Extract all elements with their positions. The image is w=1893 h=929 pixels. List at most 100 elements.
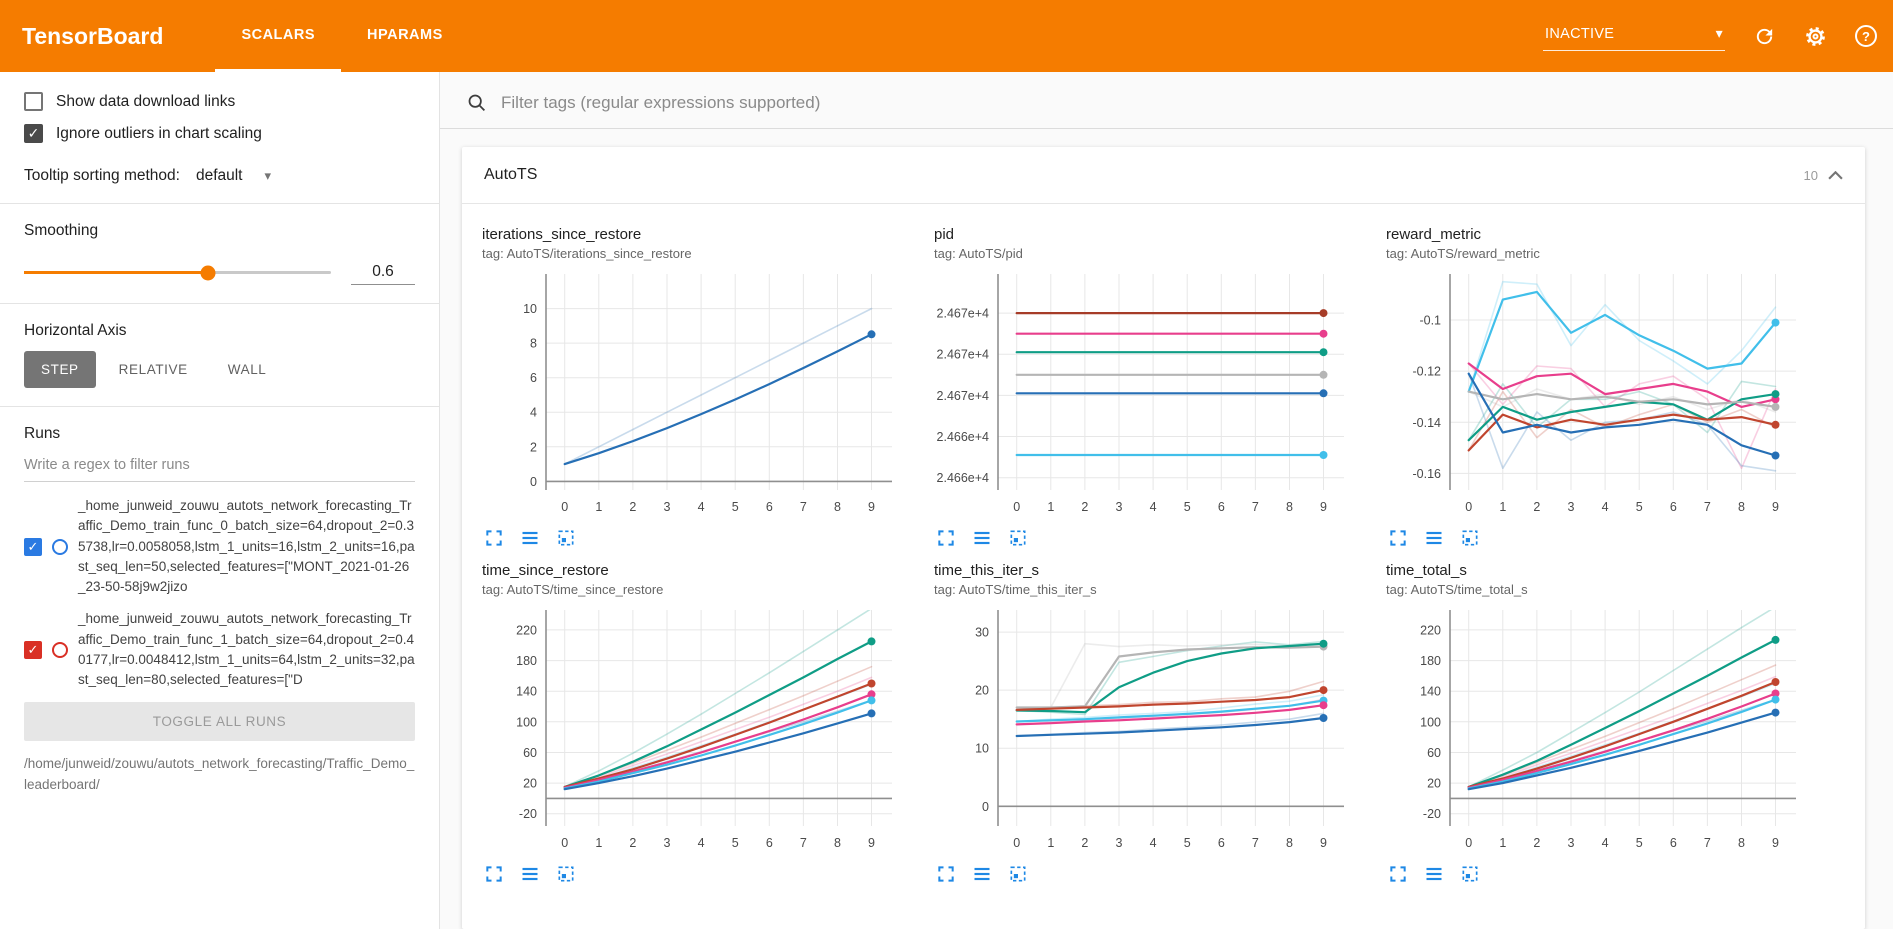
svg-text:220: 220 <box>516 623 537 637</box>
expand-chart-icon[interactable] <box>1388 864 1408 884</box>
divider <box>0 406 439 407</box>
svg-text:3: 3 <box>664 500 671 514</box>
run-radio[interactable] <box>52 641 68 658</box>
toggle-all-runs-button[interactable]: TOGGLE ALL RUNS <box>24 702 415 742</box>
chart-actions <box>1386 523 1816 548</box>
fit-domain-icon[interactable] <box>1460 528 1480 548</box>
help-icon[interactable]: ? <box>1855 25 1877 47</box>
gear-icon[interactable] <box>1804 25 1827 48</box>
section-title: AutoTS <box>484 166 538 183</box>
svg-text:2: 2 <box>629 500 636 514</box>
svg-text:2: 2 <box>1533 500 1540 514</box>
tab-hparams[interactable]: HPARAMS <box>367 26 443 43</box>
refresh-icon[interactable] <box>1753 25 1776 48</box>
fit-domain-icon[interactable] <box>1008 864 1028 884</box>
svg-text:8: 8 <box>530 337 537 351</box>
svg-text:3: 3 <box>1116 836 1123 850</box>
svg-text:4: 4 <box>530 406 537 420</box>
chart-plot[interactable]: 0 1 2 3 4 5 6 7 8 9 220 180 140 100 60 20 -20 <box>1386 602 1810 854</box>
chart-plot[interactable]: 0 1 2 3 4 5 6 7 8 9 30 20 10 0 <box>934 602 1358 854</box>
chart-title: reward_metric <box>1386 226 1482 243</box>
menu-icon[interactable] <box>1424 528 1444 548</box>
smoothing-slider-knob[interactable] <box>200 265 216 280</box>
svg-text:2: 2 <box>629 836 636 850</box>
svg-text:7: 7 <box>800 836 807 850</box>
chart-plot[interactable]: 0 1 2 3 4 5 6 7 8 9 2.467e+4 2.467e+4 2.467e+4 2.466e… <box>934 266 1358 518</box>
svg-text:7: 7 <box>800 500 807 514</box>
app-header: TensorBoard SCALARS HPARAMS INACTIVE ? <box>0 0 1893 72</box>
svg-text:6: 6 <box>1218 500 1225 514</box>
tab-scalars[interactable]: SCALARS <box>215 0 342 72</box>
axis-relative-button[interactable]: RELATIVE <box>102 351 205 388</box>
run-radio[interactable] <box>52 538 68 555</box>
svg-text:20: 20 <box>523 777 537 791</box>
fit-domain-icon[interactable] <box>556 528 576 548</box>
axis-wall-button[interactable]: WALL <box>211 351 284 388</box>
svg-text:60: 60 <box>523 746 537 760</box>
menu-icon[interactable] <box>1424 864 1444 884</box>
tooltip-sorting-label: Tooltip sorting method: <box>24 167 180 184</box>
svg-text:0: 0 <box>561 836 568 850</box>
tag-filter-input[interactable] <box>501 92 1865 113</box>
svg-text:8: 8 <box>1738 836 1745 850</box>
svg-text:100: 100 <box>1420 715 1441 729</box>
expand-chart-icon[interactable] <box>936 864 956 884</box>
checkbox-unchecked-icon <box>24 92 43 111</box>
checkbox-label: Ignore outliers in chart scaling <box>56 124 262 142</box>
svg-text:100: 100 <box>516 715 537 729</box>
runs-list: _home_junweid_zouwu_autots_network_forec… <box>24 496 415 690</box>
divider <box>0 203 439 204</box>
ignore-outliers-checkbox[interactable]: Ignore outliers in chart scaling <box>24 124 415 143</box>
runs-label: Runs <box>24 425 61 442</box>
chart-plot[interactable]: 0 1 2 3 4 5 6 7 8 9 0 2 4 6 8 10 <box>482 266 906 518</box>
chart-actions <box>1386 859 1816 884</box>
svg-text:0: 0 <box>1013 500 1020 514</box>
svg-text:220: 220 <box>1420 623 1441 637</box>
svg-text:9: 9 <box>1320 836 1327 850</box>
status-dropdown[interactable]: INACTIVE <box>1543 21 1725 51</box>
smoothing-value-input[interactable] <box>351 260 415 285</box>
fit-domain-icon[interactable] <box>1008 528 1028 548</box>
expand-chart-icon[interactable] <box>484 864 504 884</box>
svg-text:4: 4 <box>1602 836 1609 850</box>
chart-title: time_total_s <box>1386 562 1467 579</box>
run-checkbox[interactable] <box>24 537 42 556</box>
svg-text:2.467e+4: 2.467e+4 <box>937 348 990 362</box>
chart-plot[interactable]: 0 1 2 3 4 5 6 7 8 9 -0.1 -0.12 -0.14 -0.16 <box>1386 266 1810 518</box>
tooltip-sorting-dropdown[interactable]: default <box>196 167 271 185</box>
run-label[interactable]: _home_junweid_zouwu_autots_network_forec… <box>78 611 415 687</box>
menu-icon[interactable] <box>972 528 992 548</box>
chart-tag: tag: AutoTS/time_since_restore <box>482 582 664 597</box>
svg-text:3: 3 <box>1568 836 1575 850</box>
fit-domain-icon[interactable] <box>556 864 576 884</box>
expand-chart-icon[interactable] <box>1388 528 1408 548</box>
run-checkbox[interactable] <box>24 640 42 659</box>
svg-text:5: 5 <box>732 836 739 850</box>
show-download-links-checkbox[interactable]: Show data download links <box>24 92 415 111</box>
chevron-down-icon <box>1716 25 1723 42</box>
menu-icon[interactable] <box>520 864 540 884</box>
expand-chart-icon[interactable] <box>936 528 956 548</box>
chevron-down-icon <box>265 167 272 185</box>
smoothing-slider-fill <box>24 271 209 274</box>
svg-text:7: 7 <box>1704 836 1711 850</box>
header-actions: INACTIVE ? <box>1543 0 1877 72</box>
svg-text:6: 6 <box>766 836 773 850</box>
svg-text:0: 0 <box>1465 500 1472 514</box>
chart-plot[interactable]: 0 1 2 3 4 5 6 7 8 9 220 180 140 100 60 20 -20 <box>482 602 906 854</box>
menu-icon[interactable] <box>520 528 540 548</box>
svg-text:0: 0 <box>561 500 568 514</box>
axis-step-button[interactable]: STEP <box>24 351 96 388</box>
run-label[interactable]: _home_junweid_zouwu_autots_network_forec… <box>78 498 415 594</box>
chevron-up-icon[interactable] <box>1828 170 1843 180</box>
svg-text:-0.1: -0.1 <box>1419 314 1441 328</box>
menu-icon[interactable] <box>972 864 992 884</box>
svg-text:2: 2 <box>1533 836 1540 850</box>
svg-text:20: 20 <box>1427 777 1441 791</box>
expand-chart-icon[interactable] <box>484 528 504 548</box>
svg-text:10: 10 <box>975 742 989 756</box>
smoothing-slider[interactable] <box>24 265 331 280</box>
top-tabs: SCALARS HPARAMS <box>215 0 468 72</box>
fit-domain-icon[interactable] <box>1460 864 1480 884</box>
runs-filter-input[interactable] <box>24 449 415 482</box>
